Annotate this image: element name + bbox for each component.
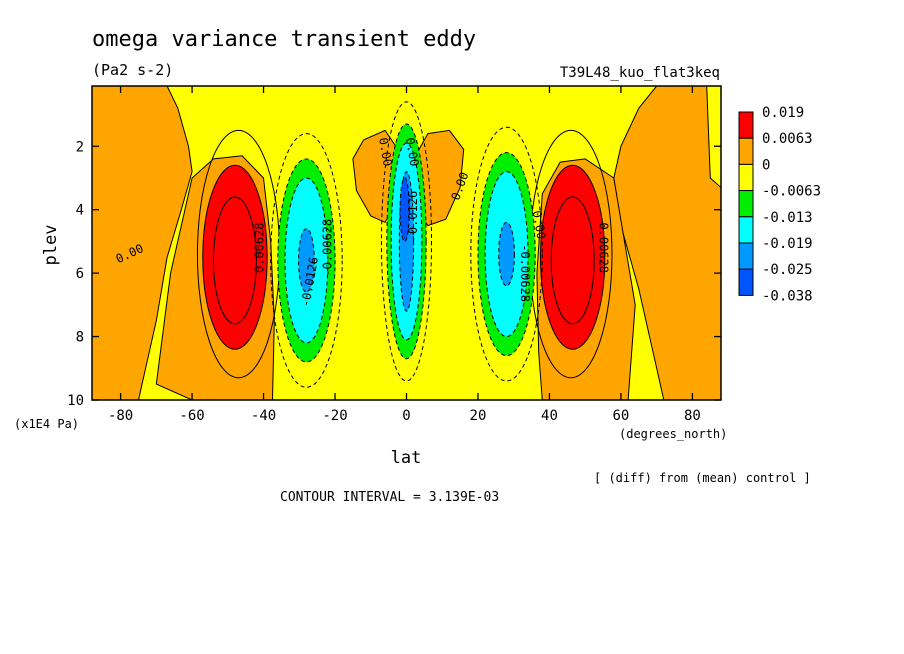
- legend-swatch: [738, 137, 754, 165]
- legend-swatch: [738, 216, 754, 244]
- legend-label: -0.038: [762, 288, 813, 304]
- minimum-equator-core: [399, 177, 410, 242]
- legend: 0.019 0.0063 0 -0.0063 -0.013 -0.019 -0.025 -0.…: [738, 105, 821, 304]
- contour-fills: [92, 86, 721, 400]
- x-tick-label: -20: [322, 408, 347, 424]
- legend-label: -0.025: [762, 262, 813, 278]
- eastern-strip: [706, 86, 721, 189]
- legend-label: 0.0063: [762, 131, 813, 147]
- contour-labels: 0.000.00 0.000.000.000.00628 0.00628-0.012…: [114, 136, 611, 308]
- contour-label: 0.00: [530, 209, 549, 240]
- x-axis: -80 -60 -40 -20 0 20 40 60 80: [108, 86, 701, 424]
- minimum-north-outer: [470, 126, 543, 382]
- diff-note: [ (diff) from (mean) control ]: [594, 471, 811, 485]
- legend-swatch: [738, 163, 754, 192]
- x-tick-label: -80: [108, 408, 133, 424]
- x-tick-label: 20: [470, 408, 487, 424]
- legend-label: -0.013: [762, 210, 813, 226]
- plot-area: 0.000.00 0.000.000.000.00628 0.00628-0.012…: [91, 85, 722, 401]
- contour-label: 0.00: [403, 136, 422, 167]
- legend-swatch: [738, 268, 754, 296]
- y-axis-units: (x1E4 Pa): [14, 417, 79, 431]
- x-tick-label: -60: [179, 408, 204, 424]
- chart-units: (Pa2 s-2): [92, 61, 173, 79]
- legend-swatch: [738, 242, 754, 270]
- contour-label: -0.00628: [320, 219, 334, 277]
- y-axis: 2 4 6 8 10: [67, 139, 721, 409]
- y-tick-label: 8: [76, 330, 84, 346]
- contour-interval: CONTOUR INTERVAL = 3.139E-03: [280, 490, 499, 505]
- legend-swatch: [738, 190, 754, 218]
- contour-label: -0.00628: [518, 244, 532, 302]
- y-tick-label: 2: [76, 139, 84, 155]
- maximum-north-inner: [550, 196, 595, 325]
- y-tick-label: 10: [67, 393, 84, 409]
- y-axis-label: plev: [41, 225, 61, 266]
- minimum-south-outer: [270, 133, 343, 388]
- y-tick-label: 4: [76, 203, 84, 219]
- legend-swatch: [738, 111, 754, 139]
- maximum-south-inner: [213, 196, 257, 325]
- y-tick-label: 6: [76, 266, 84, 282]
- x-tick-label: 60: [613, 408, 630, 424]
- x-axis-units: (degrees_north): [619, 427, 727, 441]
- contour-label: 0.00628: [596, 222, 610, 273]
- run-label: T39L48_kuo_flat3keq: [560, 65, 720, 81]
- x-tick-label: -40: [251, 408, 276, 424]
- contour-label: 0.00628: [253, 222, 267, 273]
- x-tick-label: 0: [402, 408, 410, 424]
- contour-label: 0.00: [376, 136, 395, 167]
- maximum-north: [540, 164, 606, 350]
- x-tick-label: 40: [541, 408, 558, 424]
- minimum-equator-outer: [380, 101, 433, 382]
- legend-label: 0.019: [762, 105, 804, 121]
- positive-region-south: [92, 86, 193, 400]
- x-tick-label: 80: [684, 408, 701, 424]
- minimum-south-blue: [298, 228, 315, 293]
- x-axis-label: lat: [391, 448, 422, 468]
- chart-title: omega variance transient eddy: [92, 27, 476, 52]
- legend-label: -0.019: [762, 236, 813, 252]
- legend-label: -0.0063: [762, 184, 821, 200]
- legend-label: 0: [762, 157, 770, 173]
- minimum-north-blue: [498, 221, 515, 287]
- contour-label: -0.0126: [406, 191, 420, 242]
